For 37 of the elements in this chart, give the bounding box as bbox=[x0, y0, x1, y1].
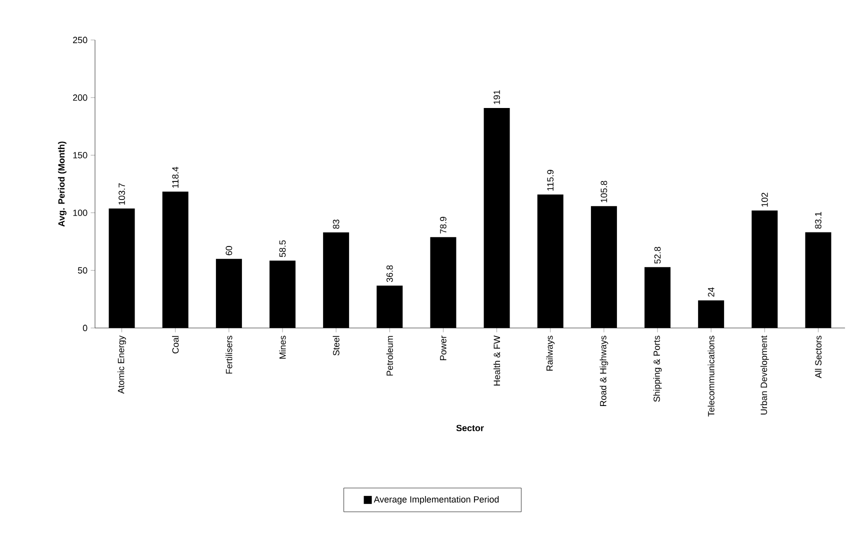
data-label: 115.9 bbox=[547, 170, 554, 191]
data-label: 105.8 bbox=[600, 180, 608, 202]
x-tick-label: Coal bbox=[172, 336, 179, 354]
y-tick-label: 150 bbox=[73, 152, 88, 158]
x-tick-label: Telecommunications bbox=[708, 336, 714, 416]
y-axis-title: Avg. Period (Month) bbox=[58, 142, 66, 227]
y-tick-label: 250 bbox=[73, 36, 88, 44]
data-label: 78.9 bbox=[440, 216, 446, 234]
data-label: 58.5 bbox=[279, 240, 286, 258]
legend-label: Average Implementation Period bbox=[374, 496, 499, 504]
data-label: 60 bbox=[226, 246, 232, 256]
x-tick-label: Mines bbox=[279, 336, 286, 359]
y-tick-label: 200 bbox=[73, 94, 88, 101]
x-tick-label: Power bbox=[440, 336, 446, 360]
x-tick-label: Urban Development bbox=[760, 336, 769, 414]
x-tick-label: Road & Highways bbox=[600, 336, 608, 406]
y-tick-label: 100 bbox=[73, 210, 88, 216]
x-tick-label: Health & FW bbox=[494, 335, 500, 386]
data-label: 191 bbox=[494, 90, 500, 104]
x-tick-label: Shipping & Ports bbox=[653, 336, 662, 402]
data-label: 24 bbox=[708, 287, 714, 297]
x-tick-label: All Sectors bbox=[814, 336, 822, 378]
x-tick-label: Fertilisers bbox=[226, 336, 232, 374]
data-label: 83.1 bbox=[815, 212, 822, 229]
x-tick-label: Railways bbox=[546, 336, 555, 371]
x-tick-label: Atomic Energy bbox=[118, 335, 126, 394]
x-tick-label: Petroleum bbox=[386, 336, 393, 376]
data-label: 83 bbox=[332, 220, 340, 229]
y-tick-label: 0 bbox=[82, 324, 88, 332]
data-label: 118.4 bbox=[172, 166, 179, 188]
data-label: 36.8 bbox=[386, 265, 393, 282]
x-axis-title: Sector bbox=[456, 424, 484, 432]
x-tick-label: Steel bbox=[332, 336, 340, 356]
data-label: 103.7 bbox=[118, 183, 125, 205]
data-label: 52.8 bbox=[654, 246, 661, 264]
data-label: 102 bbox=[761, 192, 768, 207]
y-tick-label: 50 bbox=[78, 267, 88, 274]
